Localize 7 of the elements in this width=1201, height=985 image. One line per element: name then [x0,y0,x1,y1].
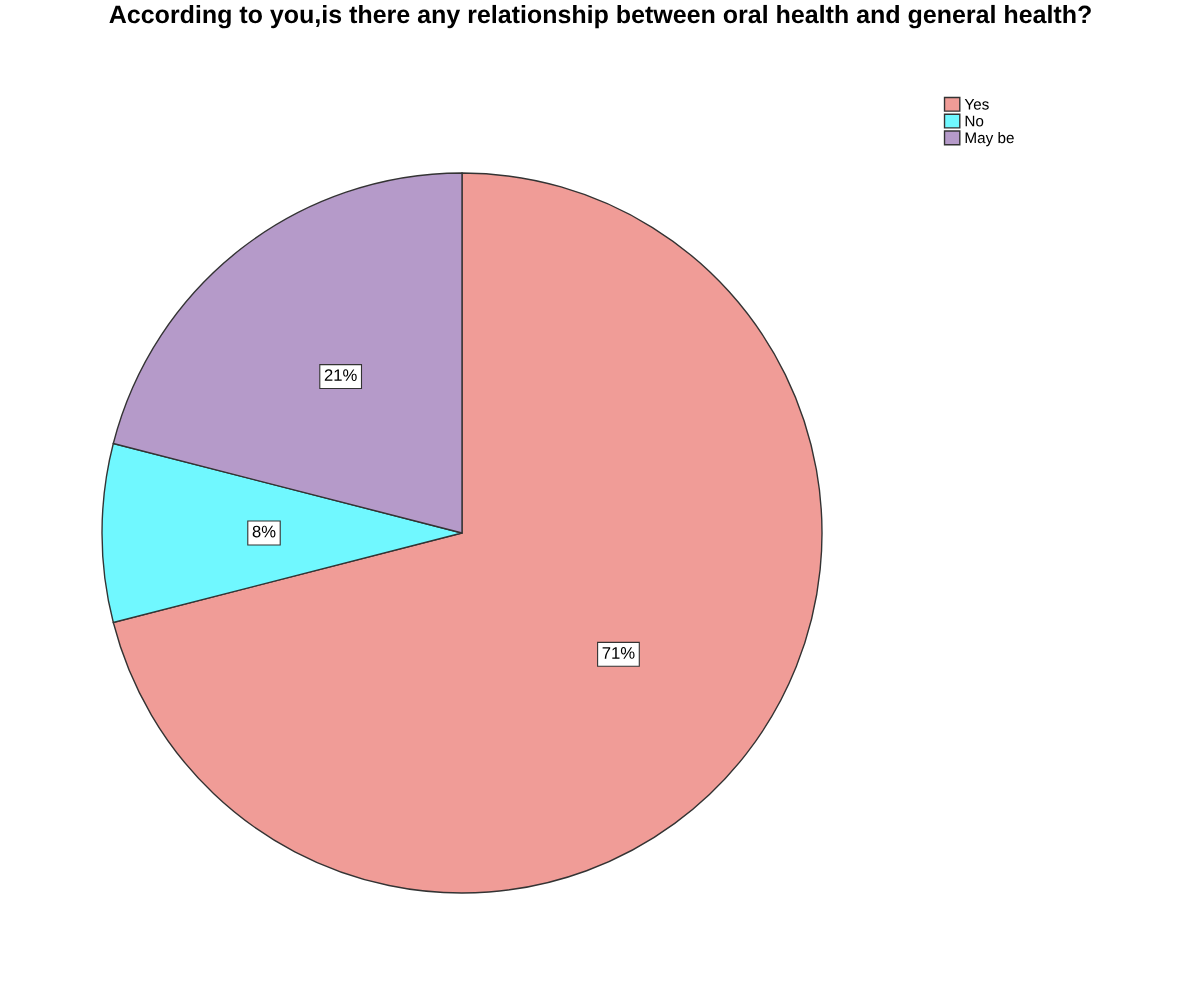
data-label: 21% [324,369,357,381]
data-label: 71% [602,647,635,659]
chart-title: According to you,is there any relationship between oral health and general health? [109,4,1091,29]
legend-label: No [965,115,984,127]
legend-label: Yes [964,99,989,110]
data-label: 8% [252,525,276,538]
legend-label: May be [965,132,1014,147]
